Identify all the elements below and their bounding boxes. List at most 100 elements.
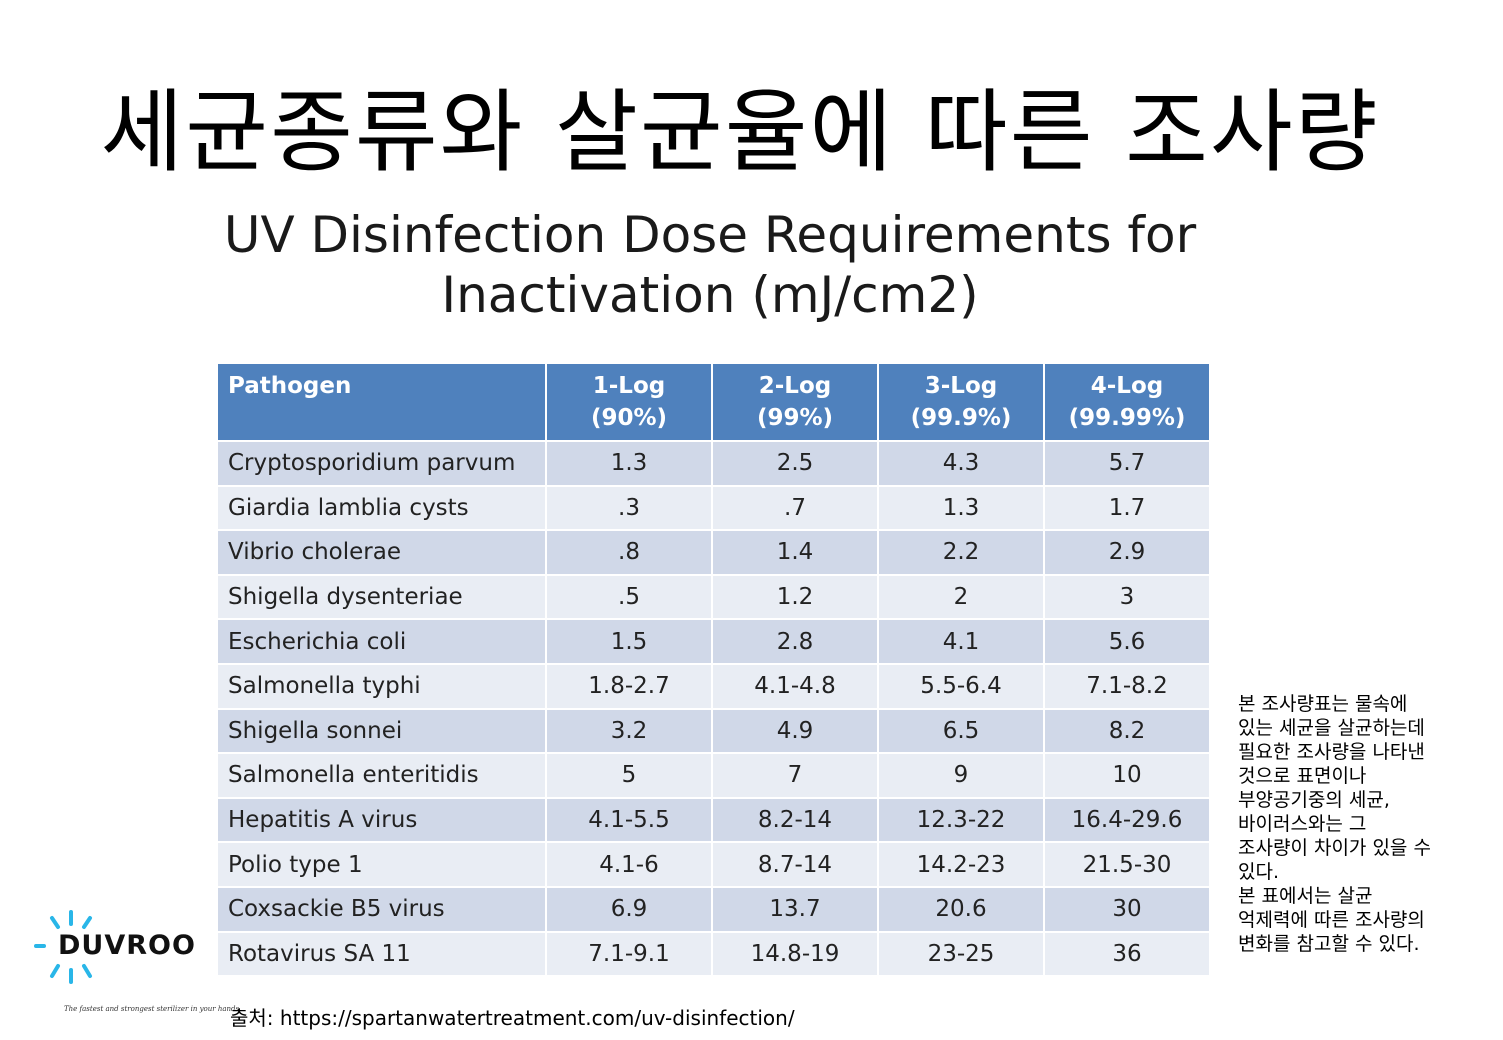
dose-cell: .7 [713,486,877,530]
column-header-percent: (99.9%) [910,405,1012,431]
dose-cell: 1.2 [713,575,877,619]
dose-cell: 13.7 [713,887,877,931]
table-title: UV Disinfection Dose Requirements for In… [180,205,1240,325]
dose-cell: 30 [1045,887,1209,931]
note-line: 있다. [1238,861,1279,883]
table-row: Salmonella typhi 1.8-2.7 4.1-4.8 5.5-6.4… [218,664,1209,708]
table-header-row: Pathogen 1-Log (90%) 2-Log (99%) 3-Log (… [218,364,1209,440]
column-header-2-log: 2-Log (99%) [713,364,877,440]
table-row: Vibrio cholerae .8 1.4 2.2 2.9 [218,531,1209,574]
table-row: Shigella sonnei 3.2 4.9 6.5 8.2 [218,709,1209,753]
table-row: Hepatitis A virus 4.1-5.5 8.2-14 12.3-22… [218,798,1209,842]
dose-table-container: Pathogen 1-Log (90%) 2-Log (99%) 3-Log (… [218,364,1209,976]
dose-cell: 14.2-23 [879,843,1043,886]
note-line: 부양공기중의 세균, [1238,789,1390,811]
table-row: Giardia lamblia cysts .3 .7 1.3 1.7 [218,486,1209,530]
note-line: 것으로 표면이나 [1238,765,1367,787]
column-header-label: 1-Log [592,373,666,399]
dose-cell: .3 [547,486,711,530]
note-line: 본 표에서는 살균 [1238,885,1373,907]
dose-cell: 4.1-6 [547,843,711,886]
dose-cell: 6.9 [547,887,711,931]
page-title: 세균종류와 살균율에 따른 조사량 [100,80,1380,185]
dose-cell: 6.5 [879,709,1043,753]
dose-cell: 9 [879,754,1043,797]
dose-cell: .8 [547,531,711,574]
dose-cell: 7 [713,754,877,797]
dose-cell: 20.6 [879,887,1043,931]
dose-cell: 3 [1045,575,1209,619]
dose-cell: 2 [879,575,1043,619]
dose-cell: 8.2 [1045,709,1209,753]
dose-cell: 7.1-9.1 [547,932,711,976]
dose-cell: 1.4 [713,531,877,574]
table-row: Escherichia coli 1.5 2.8 4.1 5.6 [218,620,1209,663]
pathogen-cell: Cryptosporidium parvum [218,442,545,485]
dose-cell: 8.2-14 [713,798,877,842]
column-header-label: 4-Log [1090,373,1164,399]
table-row: Coxsackie B5 virus 6.9 13.7 20.6 30 [218,887,1209,931]
dose-cell: 23-25 [879,932,1043,976]
note-line: 변화를 참고할 수 있다. [1238,933,1420,955]
dose-cell: 16.4-29.6 [1045,798,1209,842]
column-header-4-log: 4-Log (99.99%) [1045,364,1209,440]
column-header-3-log: 3-Log (99.9%) [879,364,1043,440]
dose-cell: 2.2 [879,531,1043,574]
dose-cell: 3.2 [547,709,711,753]
dose-cell: 1.5 [547,620,711,663]
logo-tagline: The fastest and strongest sterilizer in … [64,1005,242,1013]
column-header-percent: (99.99%) [1068,405,1186,431]
table-title-line-1: UV Disinfection Dose Requirements for [223,206,1197,264]
note-line: 있는 세균을 살균하는데 [1238,717,1425,739]
dose-cell: 4.1 [879,620,1043,663]
dose-cell: 4.9 [713,709,877,753]
column-header-label: 2-Log [758,373,832,399]
dose-cell: 4.1-4.8 [713,664,877,708]
note-line: 바이러스와는 그 [1238,813,1367,835]
dose-cell: 1.7 [1045,486,1209,530]
table-row: Polio type 1 4.1-6 8.7-14 14.2-23 21.5-3… [218,843,1209,886]
pathogen-cell: Salmonella enteritidis [218,754,545,797]
pathogen-cell: Escherichia coli [218,620,545,663]
dose-cell: 5.6 [1045,620,1209,663]
source-citation: 출처: https://spartanwatertreatment.com/uv… [230,1006,795,1030]
dose-cell: 4.3 [879,442,1043,485]
pathogen-cell: Shigella sonnei [218,709,545,753]
pathogen-cell: Rotavirus SA 11 [218,932,545,976]
dose-cell: .5 [547,575,711,619]
dose-cell: 21.5-30 [1045,843,1209,886]
pathogen-cell: Giardia lamblia cysts [218,486,545,530]
table-row: Rotavirus SA 11 7.1-9.1 14.8-19 23-25 36 [218,932,1209,976]
column-header-label: 3-Log [924,373,998,399]
note-line: 필요한 조사량을 나타낸 [1238,741,1425,763]
note-line: 본 조사량표는 물속에 [1238,693,1408,715]
logo-wordmark: DUVROO [58,930,196,961]
column-header-percent: (99%) [756,405,834,431]
pathogen-cell: Shigella dysenteriae [218,575,545,619]
dose-cell: 5.5-6.4 [879,664,1043,708]
sunburst-icon [34,910,92,984]
dose-cell: 2.9 [1045,531,1209,574]
explanatory-note: 본 조사량표는 물속에 있는 세균을 살균하는데 필요한 조사량을 나타낸 것으… [1238,692,1468,956]
column-header-pathogen: Pathogen [218,364,545,440]
dose-cell: 2.8 [713,620,877,663]
table-title-line-2: Inactivation (mJ/cm2) [441,266,979,324]
dose-cell: 10 [1045,754,1209,797]
note-line: 억제력에 따른 조사량의 [1238,909,1425,931]
dose-cell: 36 [1045,932,1209,976]
brand-logo: DUVROO [30,908,195,988]
column-header-percent: (90%) [590,405,668,431]
column-header-label: Pathogen [228,373,352,399]
dose-cell: 4.1-5.5 [547,798,711,842]
dose-table: Pathogen 1-Log (90%) 2-Log (99%) 3-Log (… [216,362,1211,977]
dose-cell: 1.3 [547,442,711,485]
dose-cell: 8.7-14 [713,843,877,886]
dose-cell: 1.8-2.7 [547,664,711,708]
pathogen-cell: Polio type 1 [218,843,545,886]
dose-cell: 5 [547,754,711,797]
table-row: Salmonella enteritidis 5 7 9 10 [218,754,1209,797]
pathogen-cell: Hepatitis A virus [218,798,545,842]
dose-cell: 12.3-22 [879,798,1043,842]
dose-cell: 1.3 [879,486,1043,530]
table-row: Shigella dysenteriae .5 1.2 2 3 [218,575,1209,619]
